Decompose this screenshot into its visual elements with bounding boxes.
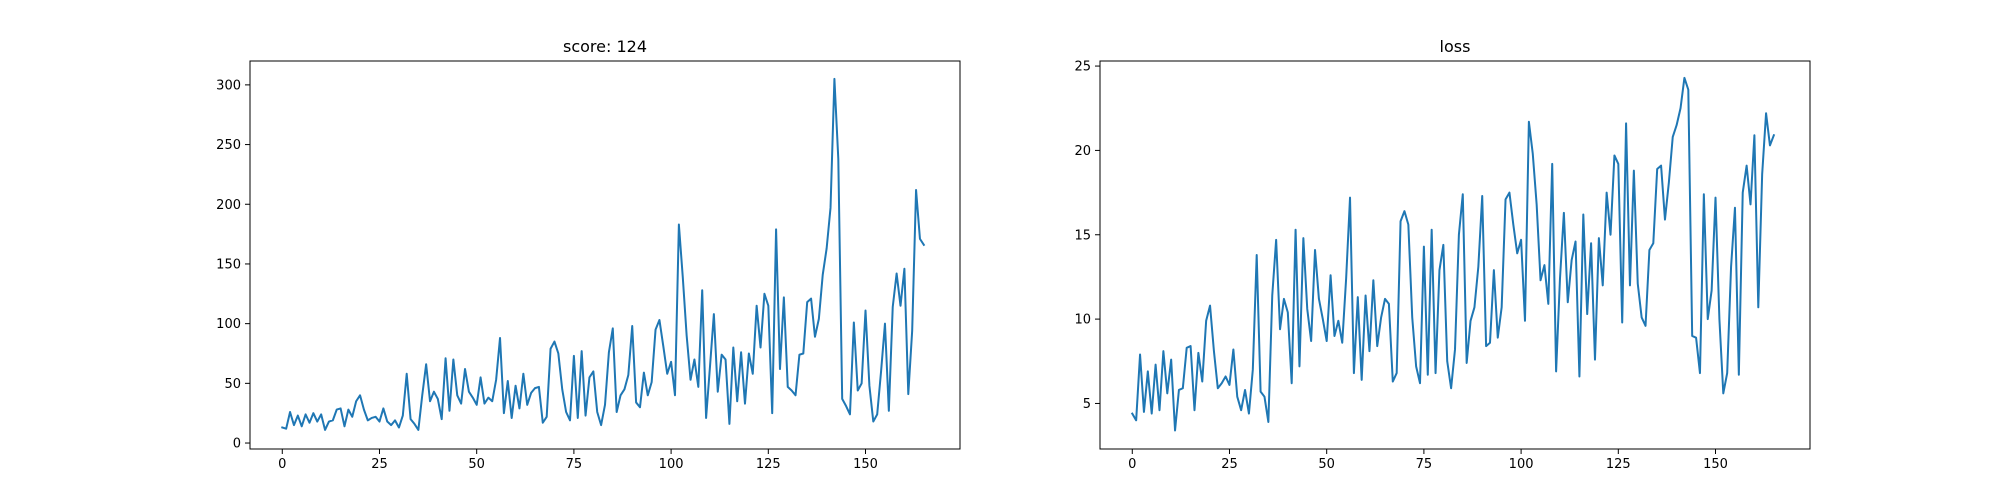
score-y-tick-label: 0: [233, 437, 241, 452]
score-x-tick-label: 0: [278, 457, 286, 472]
score-chart-ticks: 0 25 50 75 100 125 150 0 50 100 150 200 250 300: [216, 78, 878, 472]
loss-x-tick-label: 150: [1703, 457, 1728, 472]
loss-y-tick-label: 15: [1074, 228, 1091, 243]
score-y-tick-label: 50: [224, 377, 241, 392]
score-y-tick-label: 200: [216, 198, 241, 213]
score-chart: score: 124 0 25 50 75 100 125 150 0 50 100 150 200 2…: [216, 37, 961, 472]
loss-chart-title: loss: [1440, 37, 1471, 56]
score-x-tick-label: 150: [853, 457, 878, 472]
score-x-tick-label: 25: [371, 457, 388, 472]
loss-x-tick-label: 75: [1416, 457, 1433, 472]
score-x-tick-label: 50: [468, 457, 485, 472]
loss-y-tick-label: 10: [1074, 313, 1091, 328]
score-x-tick-label: 100: [659, 457, 684, 472]
loss-chart-ticks: 0 25 50 75 100 125 150 5 10 15 20 25: [1074, 60, 1727, 472]
loss-chart-plot-area: [1130, 76, 1776, 432]
loss-chart-frame: [1099, 60, 1811, 450]
loss-x-tick-label: 25: [1221, 457, 1238, 472]
loss-chart: loss 0 25 50 75 100 125 150 5 10 15 20 25: [1074, 37, 1811, 472]
score-chart-title: score: 124: [563, 37, 647, 56]
score-y-tick-label: 100: [216, 317, 241, 332]
loss-y-tick-label: 20: [1074, 144, 1091, 159]
loss-y-tick-label: 5: [1083, 397, 1091, 412]
loss-x-tick-label: 50: [1318, 457, 1335, 472]
score-y-tick-label: 250: [216, 138, 241, 153]
score-y-tick-label: 300: [216, 78, 241, 93]
loss-y-tick-label: 25: [1074, 60, 1091, 75]
score-chart-frame: [249, 60, 961, 450]
score-y-tick-label: 150: [216, 257, 241, 272]
score-series-line: [281, 77, 926, 431]
loss-series-line: [1130, 76, 1776, 432]
score-x-tick-label: 75: [566, 457, 583, 472]
loss-x-tick-label: 100: [1509, 457, 1534, 472]
loss-x-tick-label: 0: [1128, 457, 1136, 472]
loss-x-tick-label: 125: [1606, 457, 1631, 472]
score-chart-plot-area: [281, 77, 926, 431]
score-x-tick-label: 125: [756, 457, 781, 472]
